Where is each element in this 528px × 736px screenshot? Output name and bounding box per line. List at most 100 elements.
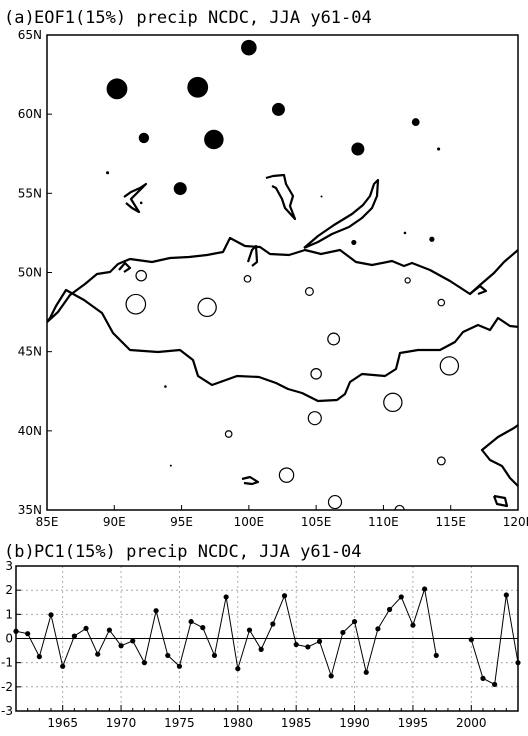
pc-x-axis: 1965 1970 1975 1980 1985 1990 1995 2000 [15,705,519,730]
map-y-tick-label-5: 60N [18,107,42,121]
pc1-point-1993 [386,606,393,613]
map-x-tick-label-1: 90E [103,515,126,529]
pc1-point-1988 [328,673,334,679]
map-x-axis: 85E 90E 95E 100E 105E 110E 115E 120E [36,505,528,529]
pc-title: (b) [4,542,35,562]
pc1-point-1963 [36,654,42,660]
eof-point-10 [173,182,187,196]
eof-point-26 [164,385,167,388]
eof-point-15 [429,236,435,242]
eof-point-28 [307,411,322,426]
eof-point-27 [383,392,403,413]
pc1-point-1966 [71,633,77,639]
pc1-point-1983 [270,621,276,627]
lake-small-2 [246,244,259,267]
map-x-tick-label-3: 100E [234,515,265,529]
map-x-tick-label-4: 105E [301,515,332,529]
pc-title-text: PC1(15%) precip NCDC, JJA y61-04 [34,542,362,562]
map-x-tick-label-7: 120E [503,515,528,529]
pc-x-tick-label-4: 1985 [281,716,312,730]
pc1-point-1989 [340,629,346,636]
pc1-line-segment-1 [470,594,519,686]
eof-point-16 [135,269,147,282]
coastlines [47,173,518,510]
eof-point-8 [437,147,441,151]
island [492,494,509,508]
lake-small-5 [241,475,260,486]
eof-point-5 [204,129,224,150]
lake-small-4 [470,284,488,296]
pc1-point-1984 [281,593,288,599]
lake-baikal [303,178,380,250]
pc1-point-1985 [293,641,299,648]
coast-se [480,423,518,488]
eof-point-32 [278,467,295,483]
pc1-point-2002 [492,681,498,688]
lake-small-1 [123,182,148,214]
pc-y-tick-label-3: 0 [5,632,13,646]
pc1-point-2003 [503,592,509,598]
pc1-point-1968 [95,651,101,657]
eof-point-34 [394,504,405,510]
eof-point-6 [351,142,365,156]
pc-y-axis: -3 -2 -1 0 1 2 3 [1,559,21,718]
eof-point-11 [139,201,143,205]
pc-y-tick-label-5: 2 [5,583,13,597]
pc1-point-1965 [60,663,66,669]
eof-loading-circles [105,39,460,510]
map-y-axis: 35N 40N 45N 50N 55N 60N 65N [18,28,52,517]
pc-y-tick-label-1: -2 [1,680,13,694]
eof-point-7 [411,118,420,126]
pc-y-tick-label-4: 1 [5,607,13,621]
eof-point-9 [105,171,110,175]
pc-x-tick-label-0: 1965 [47,716,78,730]
pc1-point-1997 [433,652,439,659]
pc1-point-1974 [165,652,171,659]
pc-x-tick-label-7: 2000 [456,716,487,730]
pc-timeseries-panel: (b) PC1(15%) precip NCDC, JJA y61-04 196… [1,542,521,730]
pc-x-tick-label-1: 1970 [106,716,137,730]
map-y-tick-label-6: 65N [18,28,42,42]
pc1-point-1991 [363,669,369,675]
eof-point-14 [403,231,407,235]
pc1-point-1979 [223,594,229,600]
eof-point-31 [436,456,446,466]
eof-point-29 [224,430,233,438]
eof-point-23 [327,332,341,346]
eof-point-25 [439,356,460,376]
eof-point-13 [351,239,357,246]
pc1-point-1976 [188,618,194,625]
lake-small-3 [118,261,132,273]
map-y-tick-label-1: 40N [18,424,42,438]
pc1-point-1981 [246,627,253,633]
pc1-point-2001 [480,675,486,681]
pc1-series [13,586,521,688]
pc-x-tick-label-5: 1990 [339,716,370,730]
eof-point-17 [243,274,252,283]
pc1-point-1987 [316,638,323,645]
pc1-point-1996 [422,586,428,592]
pc1-point-1964 [48,612,54,618]
map-y-tick-label-4: 55N [18,186,42,200]
reservoir [265,173,297,221]
pc1-point-1970 [118,643,124,649]
map-x-tick-label-5: 110E [368,515,399,529]
pc1-point-1969 [106,627,112,633]
eof-point-21 [197,297,217,318]
pc1-point-1995 [410,622,416,628]
eof-point-1 [106,78,128,100]
map-title: (a) [4,8,35,28]
pc-y-tick-label-2: -1 [1,656,13,670]
eof-point-24 [310,368,322,380]
pc1-point-1992 [375,626,381,632]
pc-x-tick-label-3: 1980 [223,716,254,730]
map-x-tick-label-2: 95E [170,515,193,529]
pc1-point-1962 [25,631,31,637]
map-x-tick-label-6: 115E [435,515,466,529]
map-title-text: EOF1(15%) precip NCDC, JJA y61-04 [34,8,372,28]
eof-map-panel: (a) EOF1(15%) precip NCDC, JJA y61-04 85… [4,8,528,529]
pc1-point-1994 [398,594,404,600]
pc-x-tick-label-2: 1975 [164,716,195,730]
eof-point-3 [271,102,285,116]
